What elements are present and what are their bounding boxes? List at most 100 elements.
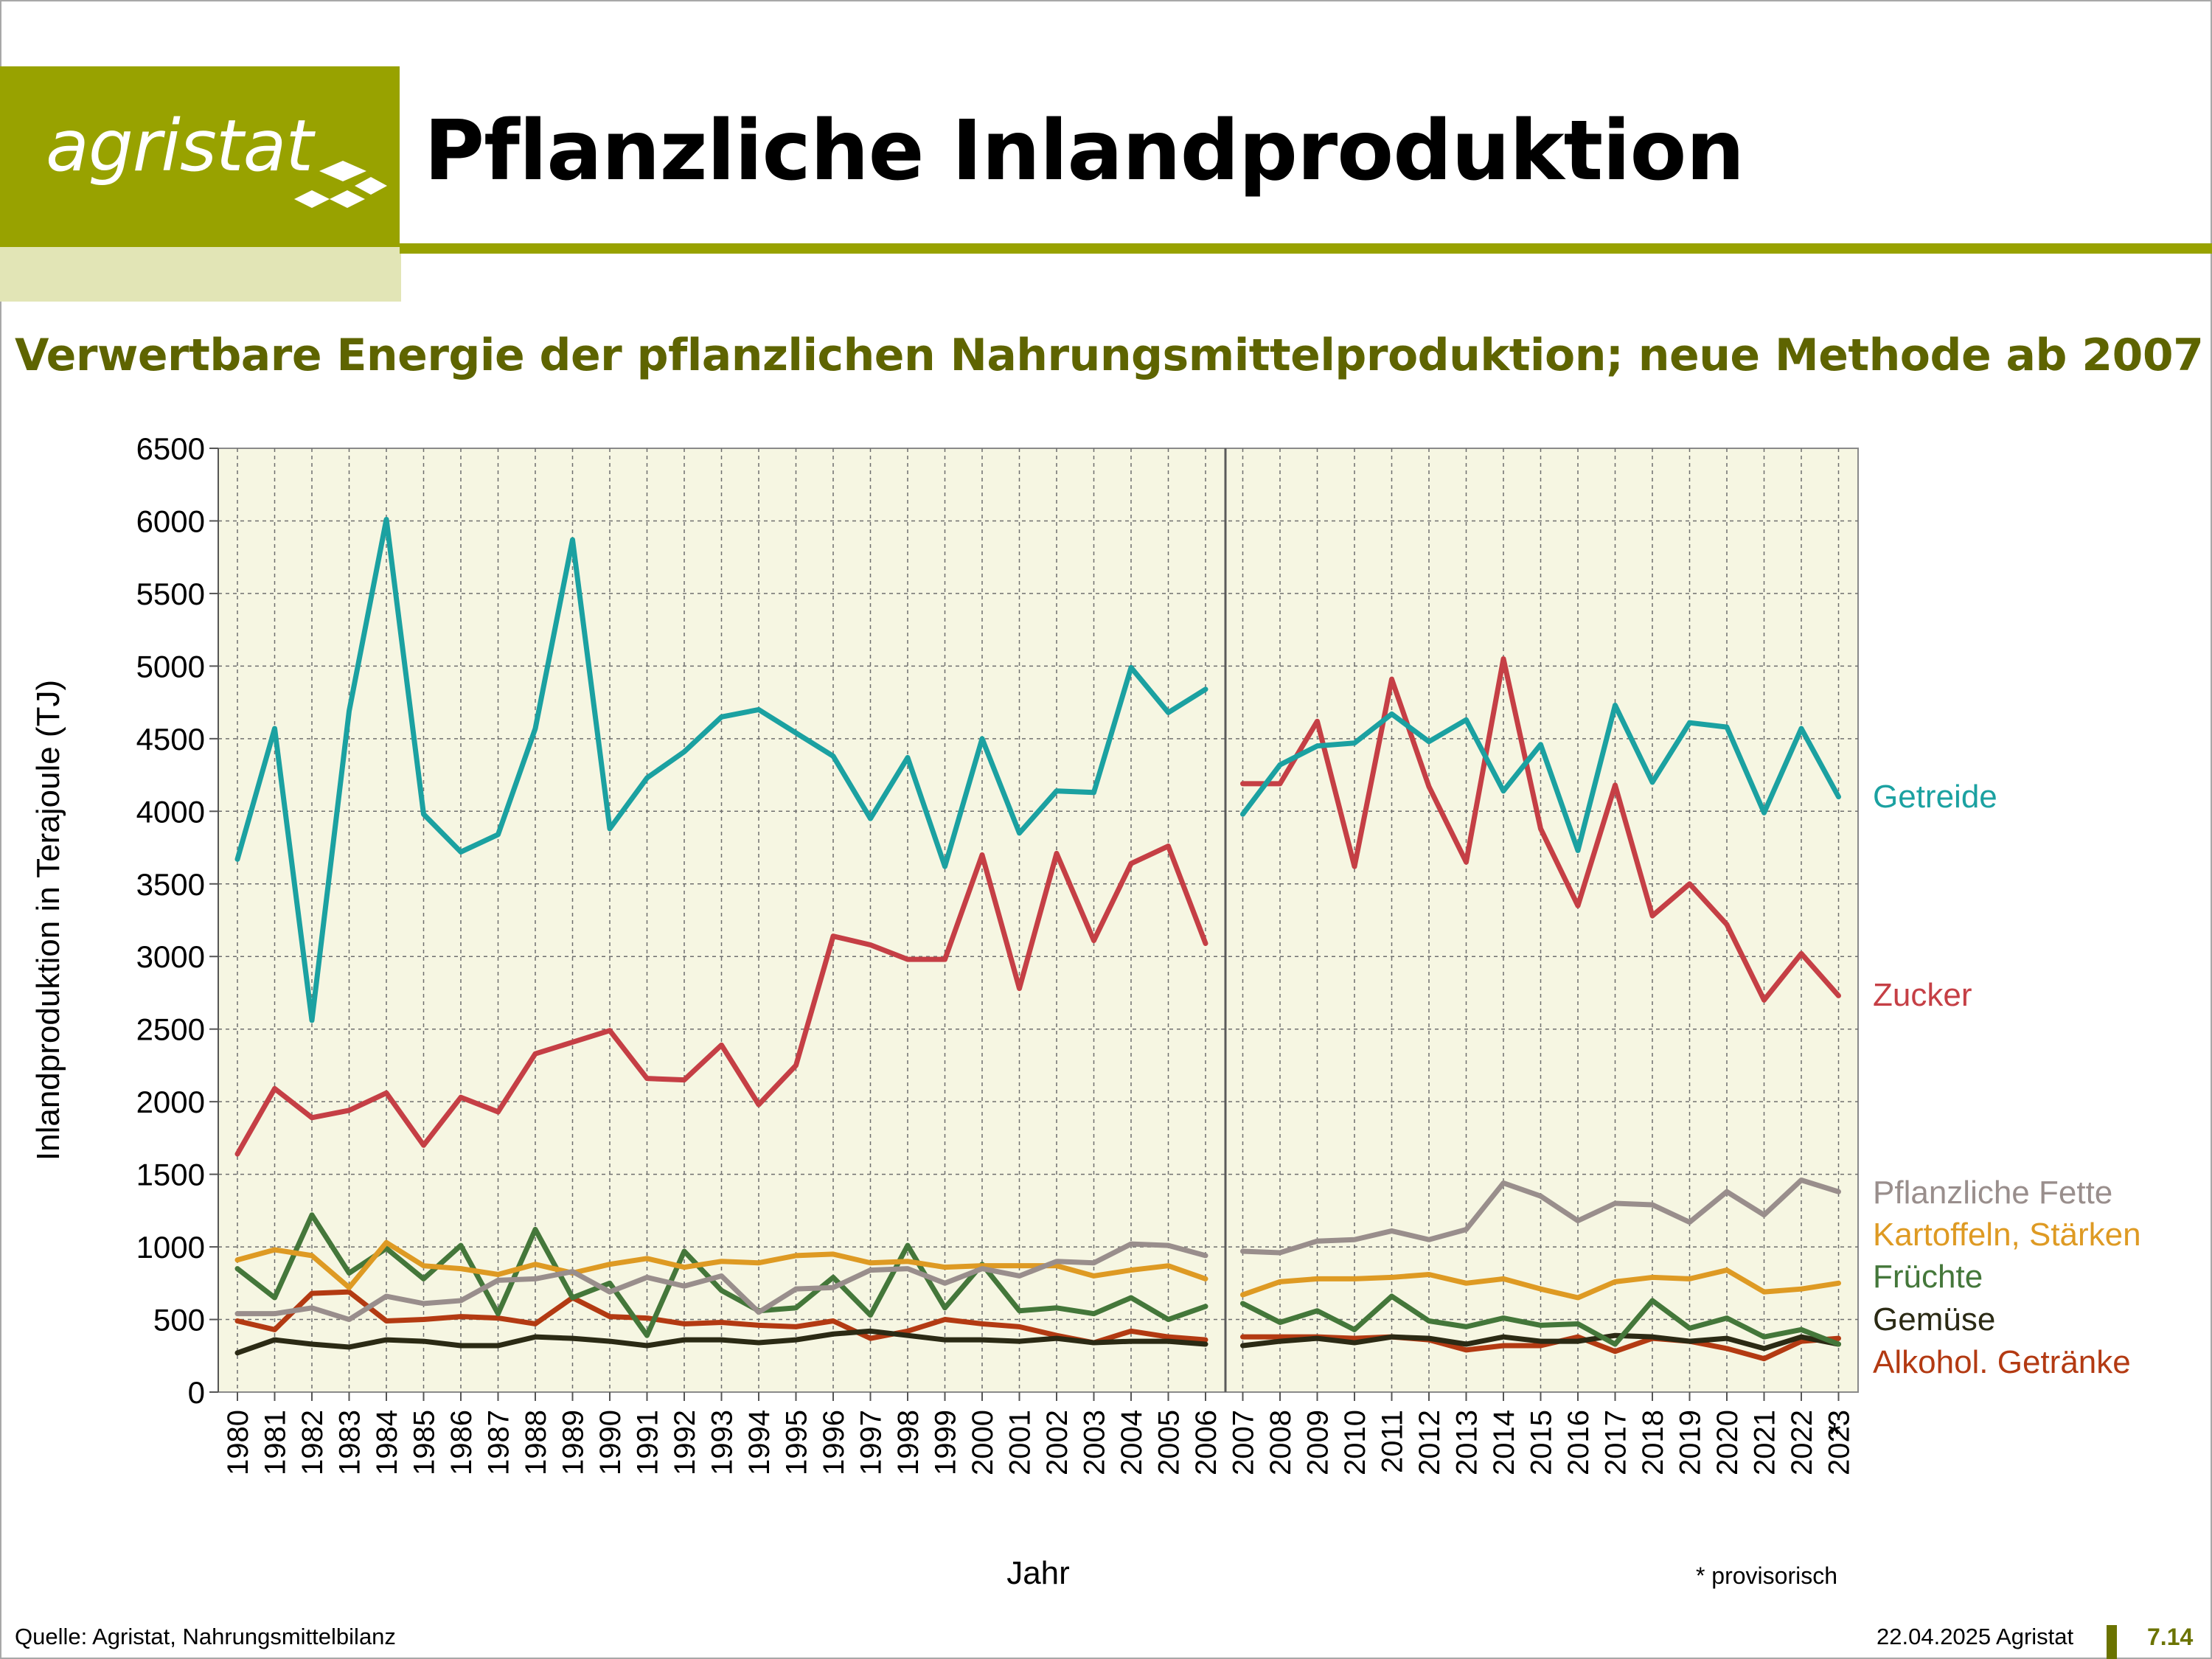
y-tick-label: 500: [153, 1303, 205, 1338]
x-tick-label: 2007: [1228, 1410, 1260, 1475]
series-line-pflanzliche-fette-1980-2006: [234, 1241, 1208, 1323]
y-tick-label: 6000: [136, 504, 205, 538]
logo-underbar: [0, 247, 401, 302]
page-number: 7.14: [2147, 1624, 2194, 1650]
y-tick-label: 2000: [136, 1085, 205, 1119]
x-tick-label: 1982: [296, 1410, 329, 1475]
x-tick-label: 2017: [1600, 1410, 1632, 1475]
x-tick-label: 1987: [483, 1410, 515, 1475]
y-axis-ticks: 0 500 1000 1500 2000 2500 3000 3500 4000 4500 5000…: [136, 431, 218, 1410]
grid-lines: [218, 448, 1858, 1392]
y-tick-label: 5000: [136, 649, 205, 684]
x-axis-title: Jahr: [1006, 1555, 1070, 1591]
series-labels: Getreide Zucker Pflanzliche Fette Kartoffel…: [1873, 779, 2141, 1380]
x-axis-ticks: 1980 1981 1982 1983 1984 1985 1986 1987 1988 1989…: [222, 1392, 1856, 1475]
x-tick-label: 2001: [1004, 1410, 1037, 1475]
x-tick-label: 2020: [1711, 1410, 1744, 1475]
y-tick-label: 1500: [136, 1158, 205, 1192]
x-tick-label: 2012: [1413, 1410, 1446, 1475]
series-line-zucker-1980-2006: [234, 844, 1208, 1157]
series-line-kartoffeln-stärken-2007-2023: [1240, 1267, 1841, 1301]
x-tick-label: 2003: [1079, 1410, 1111, 1475]
x-tick-label: 1994: [743, 1410, 776, 1475]
series-label-pflanzliche-fette: Pflanzliche Fette: [1873, 1175, 2112, 1211]
y-tick-label: 6500: [136, 431, 205, 466]
series-line-zucker-2007-2023: [1240, 656, 1841, 1003]
x-tick-label: 2016: [1562, 1410, 1595, 1475]
series-line-alkohol-getränke-2007-2023: [1240, 1334, 1841, 1362]
x-tick-label: 2019: [1674, 1410, 1707, 1475]
logo-diamond-icon: [294, 161, 387, 208]
y-tick-label: 1000: [136, 1230, 205, 1265]
series-line-pflanzliche-fette-2007-2023: [1240, 1177, 1841, 1256]
footer-divider: [2107, 1625, 2117, 1659]
x-tick-label: 1996: [818, 1410, 850, 1475]
x-tick-label: 1983: [334, 1410, 366, 1475]
series-line-früchte-1980-2006: [234, 1212, 1208, 1338]
x-tick-label: 2023: [1823, 1410, 1856, 1475]
y-tick-label: 5500: [136, 577, 205, 611]
x-tick-label: 2006: [1190, 1410, 1222, 1475]
y-tick-label: 2500: [136, 1012, 205, 1047]
x-tick-label: 2014: [1488, 1410, 1520, 1475]
header-rule: [400, 243, 2212, 254]
x-tick-label: 2005: [1153, 1410, 1186, 1475]
series-line-getreide-2007-2023: [1240, 703, 1841, 853]
x-tick-label: 1998: [892, 1410, 925, 1475]
x-tick-label: 1991: [632, 1410, 664, 1475]
series-label-früchte: Früchte: [1873, 1259, 1983, 1295]
x-tick-label: 1980: [222, 1410, 254, 1475]
y-tick-label: 4500: [136, 722, 205, 757]
x-tick-label: 1985: [408, 1410, 441, 1475]
provisional-marker: *: [1828, 1416, 1840, 1453]
x-tick-label: 2010: [1339, 1410, 1371, 1475]
page-title: Pflanzliche Inlandproduktion: [424, 103, 1745, 199]
x-tick-label: 1997: [855, 1410, 888, 1475]
x-tick-label: 2008: [1265, 1410, 1297, 1475]
y-tick-label: 4000: [136, 794, 205, 829]
x-tick-label: 2022: [1786, 1410, 1818, 1475]
x-tick-label: 2021: [1749, 1410, 1781, 1475]
x-tick-label: 1990: [594, 1410, 627, 1475]
series-lines: [234, 516, 1841, 1362]
x-tick-label: 2015: [1526, 1410, 1558, 1475]
y-axis-title: Inlandproduktion in Terajoule (TJ): [30, 680, 66, 1161]
logo-panel: [0, 66, 400, 247]
footer-date: 22.04.2025 Agristat: [1877, 1624, 2074, 1649]
x-tick-label: 2002: [1041, 1410, 1074, 1475]
series-line-alkohol-getränke-1980-2006: [234, 1289, 1208, 1346]
series-label-alkohol-getränke: Alkohol. Getränke: [1873, 1344, 2131, 1380]
x-tick-label: 1995: [781, 1410, 813, 1475]
x-tick-label: 1999: [930, 1410, 962, 1475]
chart-subtitle: Verwertbare Energie der pflanzlichen Nah…: [15, 330, 2204, 381]
series-label-zucker: Zucker: [1873, 977, 1972, 1013]
footnote: * provisorisch: [1696, 1562, 1837, 1589]
y-tick-label: 0: [188, 1375, 205, 1410]
x-tick-label: 1993: [706, 1410, 739, 1475]
x-tick-label: 1989: [557, 1410, 590, 1475]
series-line-getreide-1980-2006: [234, 516, 1208, 1023]
x-tick-label: 1986: [445, 1410, 478, 1475]
x-tick-label: 2004: [1116, 1410, 1148, 1475]
series-line-früchte-2007-2023: [1240, 1293, 1841, 1347]
footer-source: Quelle: Agristat, Nahrungsmittelbilanz: [15, 1624, 396, 1649]
series-label-kartoffeln-stärken: Kartoffeln, Stärken: [1873, 1217, 2141, 1253]
logo-wordmark: agristat: [46, 105, 313, 187]
series-line-gemüse-2007-2023: [1240, 1332, 1841, 1352]
x-tick-label: 1984: [371, 1410, 403, 1475]
x-tick-label: 1981: [260, 1410, 292, 1475]
x-tick-label: 2009: [1302, 1410, 1335, 1475]
series-label-getreide: Getreide: [1873, 779, 1997, 815]
y-tick-label: 3000: [136, 939, 205, 974]
x-tick-label: 2013: [1451, 1410, 1484, 1475]
x-tick-label: 1992: [669, 1410, 701, 1475]
x-tick-label: 2000: [967, 1410, 999, 1475]
series-line-gemüse-1980-2006: [234, 1328, 1208, 1356]
x-tick-label: 1988: [520, 1410, 552, 1475]
y-tick-label: 3500: [136, 867, 205, 902]
x-tick-label: 2011: [1377, 1410, 1409, 1473]
series-label-gemüse: Gemüse: [1873, 1301, 1995, 1338]
x-tick-label: 2018: [1637, 1410, 1669, 1475]
